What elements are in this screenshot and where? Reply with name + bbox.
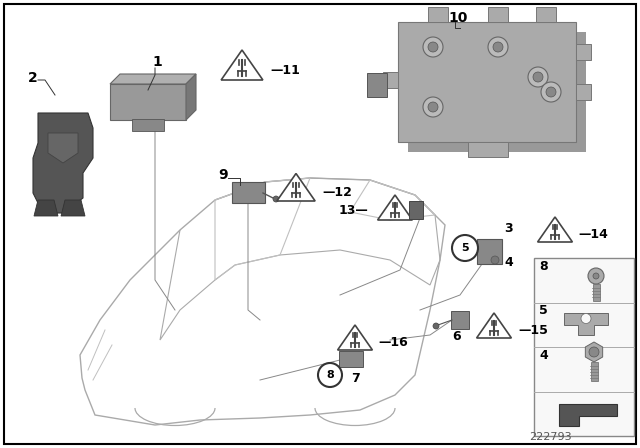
Polygon shape [61, 200, 85, 216]
Polygon shape [586, 342, 603, 362]
Text: —12: —12 [322, 185, 352, 198]
Polygon shape [110, 74, 196, 84]
Text: 6: 6 [452, 329, 461, 343]
Text: 2: 2 [28, 71, 38, 85]
Circle shape [533, 72, 543, 82]
Polygon shape [110, 84, 186, 120]
Circle shape [589, 347, 599, 357]
Text: 8: 8 [539, 259, 548, 272]
Polygon shape [383, 72, 398, 88]
Polygon shape [398, 22, 576, 142]
Polygon shape [186, 74, 196, 120]
Circle shape [493, 42, 503, 52]
Circle shape [488, 37, 508, 57]
Polygon shape [477, 313, 511, 338]
Text: 5: 5 [539, 304, 548, 317]
FancyBboxPatch shape [132, 119, 164, 131]
FancyBboxPatch shape [593, 284, 600, 301]
Circle shape [428, 102, 438, 112]
Text: —14: —14 [578, 228, 608, 241]
Text: —16: —16 [378, 336, 408, 349]
Polygon shape [468, 142, 508, 157]
FancyBboxPatch shape [477, 238, 502, 263]
Polygon shape [277, 173, 315, 201]
FancyBboxPatch shape [451, 311, 469, 329]
Circle shape [528, 67, 548, 87]
Text: 5: 5 [461, 243, 469, 253]
Circle shape [541, 82, 561, 102]
Text: 13—: 13— [339, 203, 368, 216]
Text: 222793: 222793 [529, 432, 572, 442]
Text: 10: 10 [448, 11, 467, 25]
FancyBboxPatch shape [367, 73, 387, 97]
Circle shape [588, 268, 604, 284]
Text: —11: —11 [270, 64, 300, 77]
Polygon shape [538, 217, 572, 242]
FancyBboxPatch shape [591, 362, 598, 380]
Polygon shape [488, 7, 508, 22]
Circle shape [428, 42, 438, 52]
Polygon shape [428, 7, 448, 22]
Circle shape [546, 87, 556, 97]
Polygon shape [408, 32, 586, 152]
Polygon shape [576, 84, 591, 100]
Circle shape [593, 273, 599, 279]
Text: 9: 9 [218, 168, 228, 182]
Polygon shape [48, 133, 78, 163]
Polygon shape [338, 325, 372, 350]
Circle shape [452, 235, 478, 261]
Polygon shape [34, 200, 58, 216]
Polygon shape [564, 313, 608, 335]
Circle shape [581, 314, 591, 323]
FancyBboxPatch shape [534, 258, 634, 436]
Circle shape [423, 97, 443, 117]
Text: 4: 4 [504, 255, 513, 268]
FancyBboxPatch shape [232, 181, 264, 202]
Polygon shape [576, 44, 591, 60]
Polygon shape [33, 113, 93, 213]
FancyBboxPatch shape [409, 201, 423, 219]
Circle shape [273, 196, 279, 202]
Circle shape [433, 323, 439, 329]
Circle shape [491, 256, 499, 264]
Text: 7: 7 [351, 371, 360, 384]
Polygon shape [221, 50, 263, 80]
Text: 4: 4 [539, 349, 548, 362]
Text: —15: —15 [518, 323, 548, 336]
Circle shape [318, 363, 342, 387]
FancyBboxPatch shape [339, 351, 363, 367]
Polygon shape [536, 7, 556, 22]
Polygon shape [378, 195, 412, 220]
Text: 3: 3 [504, 221, 513, 234]
Polygon shape [559, 404, 617, 426]
Text: 8: 8 [326, 370, 334, 380]
Text: 1: 1 [152, 55, 162, 69]
Circle shape [423, 37, 443, 57]
